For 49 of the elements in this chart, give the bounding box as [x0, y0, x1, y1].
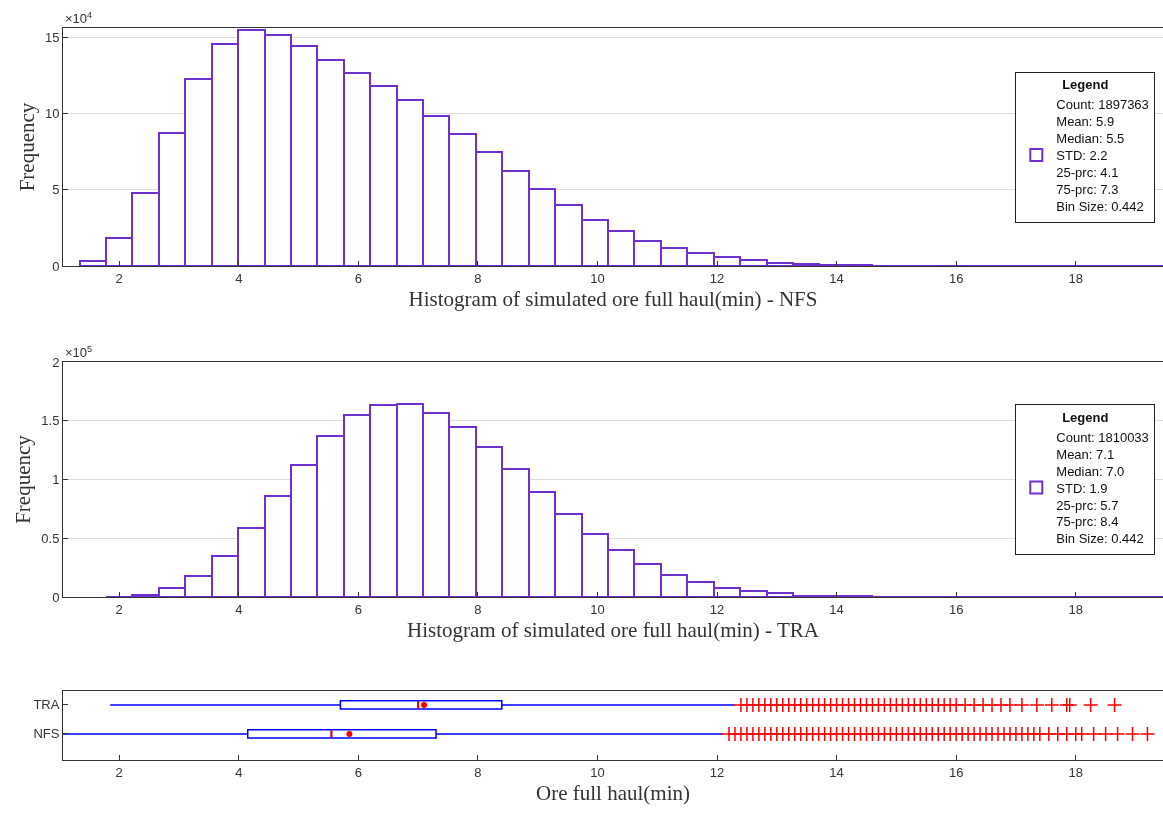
y-tick-label: 0	[52, 258, 60, 274]
x-tick-label: 14	[829, 601, 844, 617]
y-tick-label: TRA	[33, 697, 60, 713]
x-tick-label: 14	[829, 270, 844, 286]
x-tick-label: 18	[1068, 764, 1083, 780]
x-tick-label: 16	[948, 270, 964, 286]
y-tick-label: 15	[44, 29, 60, 45]
text: ×10$^{5}$	[65, 344, 93, 361]
x-tick-label: 10	[590, 270, 605, 286]
x-tick-label: 12	[709, 764, 725, 780]
x-tick-label: 18	[1068, 601, 1083, 617]
x-tick-label: 2	[115, 270, 123, 286]
x-tick-label: 6	[354, 270, 362, 286]
y-axis-title: Frequency	[11, 434, 36, 524]
x-tick-label: 8	[474, 601, 482, 617]
x-tick-label: 6	[354, 601, 362, 617]
x-tick-label: 4	[235, 270, 243, 286]
legend-title: Legend	[1062, 77, 1109, 93]
x-tick-label: 12	[709, 270, 725, 286]
x-tick-label: 14	[829, 764, 844, 780]
x-tick-label: 4	[235, 764, 243, 780]
x-tick-label: 6	[354, 764, 362, 780]
x-tick-label: 18	[1068, 270, 1083, 286]
x-tick-label: 4	[235, 601, 243, 617]
y-tick-label: 1	[52, 472, 60, 488]
text: ×10$^{4}$	[65, 10, 93, 27]
y-tick-label: 0.5	[41, 530, 60, 546]
x-tick-label: 2	[115, 764, 123, 780]
x-tick-label: 16	[948, 601, 964, 617]
legend-title: Legend	[1062, 409, 1109, 425]
x-axis-title: Histogram of simulated ore full haul(min) - TRA	[407, 617, 820, 642]
y-tick-label: 5	[52, 182, 60, 198]
y-tick-label: 1.5	[41, 413, 60, 429]
legend-label: Count: 1897363 Mean: 5.9 Median: 5.5 STD: 2.2 25-prc: 4.1 75-prc: 7.3 Bin Size: 0.442	[1056, 97, 1149, 214]
x-tick-label: 16	[948, 764, 964, 780]
y-tick-label: 10	[44, 105, 60, 121]
x-tick-label: 10	[590, 601, 605, 617]
x-tick-label: 8	[474, 270, 482, 286]
x-axis-title: Ore full haul(min)	[536, 780, 690, 805]
y-tick-label: NFS	[33, 726, 60, 742]
x-axis-title: Histogram of simulated ore full haul(min) - NFS	[408, 286, 818, 311]
x-tick-label: 2	[115, 601, 123, 617]
x-tick-label: 12	[709, 601, 725, 617]
x-tick-label: 8	[474, 764, 482, 780]
legend-label: Count: 1810033 Mean: 7.1 Median: 7.0 STD: 1.9 25-prc: 5.7 75-prc: 8.4 Bin Size: 0.442	[1056, 429, 1149, 547]
y-axis-title: Frequency	[15, 102, 40, 192]
y-tick-label: 0	[52, 589, 60, 605]
x-tick-label: 10	[590, 764, 605, 780]
y-tick-label: 2	[52, 354, 60, 370]
